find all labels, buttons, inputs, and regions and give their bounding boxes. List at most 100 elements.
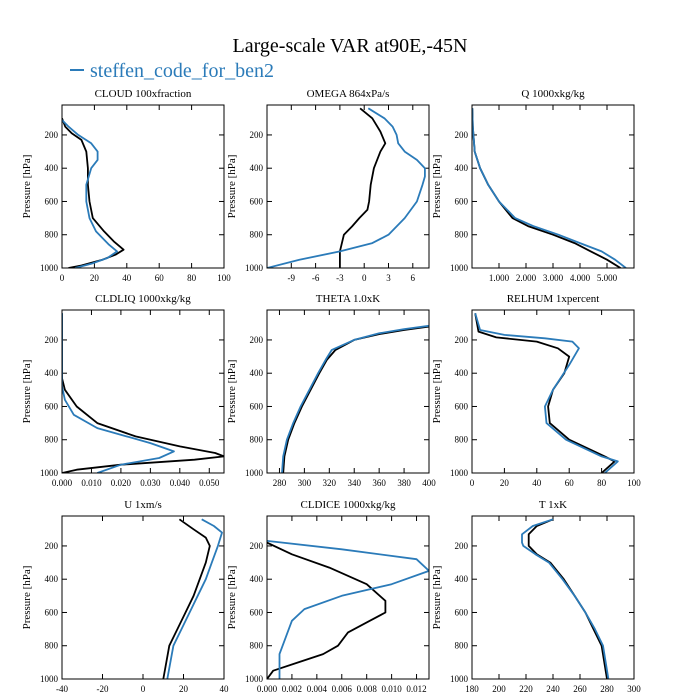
y-tick-label: 200 — [455, 541, 469, 551]
x-tick-label: 40 — [532, 478, 542, 488]
series-line-black — [474, 313, 616, 473]
x-tick-label: 6 — [411, 273, 416, 283]
series-line-blue — [474, 313, 619, 473]
y-axis-label: Pressure [hPa] — [431, 566, 443, 630]
x-tick-label: 0.020 — [111, 478, 132, 488]
x-tick-label: 0.000 — [257, 684, 278, 694]
y-tick-label: 600 — [455, 401, 469, 411]
x-tick-label: -9 — [288, 273, 296, 283]
y-tick-label: 200 — [250, 335, 264, 345]
x-tick-label: 1.000 — [489, 273, 510, 283]
x-tick-label: 0.010 — [81, 478, 102, 488]
chart-panel: THETA 1.0xK Pressure [hPa] 200 400 600 800 100… — [226, 293, 436, 488]
series-line-blue — [267, 540, 429, 679]
series-line-blue — [166, 518, 223, 679]
x-tick-label: 0 — [362, 273, 367, 283]
y-tick-label: 400 — [45, 574, 59, 584]
x-tick-label: 80 — [597, 478, 607, 488]
y-tick-label: 600 — [45, 401, 59, 411]
series-line-blue — [472, 108, 627, 268]
y-tick-label: 800 — [455, 641, 469, 651]
x-tick-label: 0.012 — [406, 684, 426, 694]
x-tick-label: 0.010 — [381, 684, 402, 694]
x-tick-label: 60 — [155, 273, 165, 283]
chart-panel: Q 1000xkg/kg Pressure [hPa] 200 400 600 800 10… — [431, 88, 635, 283]
y-axis-label: Pressure [hPa] — [226, 566, 238, 630]
x-tick-label: 0 — [141, 684, 146, 694]
series-line-black — [338, 107, 387, 268]
x-tick-label: 360 — [372, 478, 386, 488]
x-tick-label: -40 — [56, 684, 68, 694]
x-tick-label: 20 — [500, 478, 510, 488]
chart-panel: CLDLIQ 1000xkg/kg Pressure [hPa] 200 400 600… — [21, 293, 225, 488]
x-tick-label: 80 — [187, 273, 197, 283]
y-tick-label: 600 — [455, 607, 469, 617]
y-tick-label: 1000 — [450, 263, 469, 273]
series-line-black — [527, 518, 608, 679]
plot-frame — [61, 104, 225, 269]
y-axis-label: Pressure [hPa] — [21, 360, 33, 424]
x-tick-label: 60 — [565, 478, 575, 488]
y-tick-label: 800 — [45, 230, 59, 240]
panel-title: CLDICE 1000xkg/kg — [300, 499, 396, 511]
series-line-blue — [281, 324, 429, 473]
y-axis-label: Pressure [hPa] — [431, 360, 443, 424]
y-tick-label: 400 — [250, 163, 264, 173]
y-axis-label: Pressure [hPa] — [226, 360, 238, 424]
plot-frame — [471, 104, 635, 269]
series-line-blue — [267, 107, 426, 268]
series-line-black — [62, 313, 224, 473]
y-tick-label: 800 — [45, 641, 59, 651]
x-tick-label: 0.004 — [307, 684, 328, 694]
x-tick-label: 0.002 — [282, 684, 302, 694]
x-tick-label: 0 — [60, 273, 65, 283]
x-tick-label: 0 — [470, 478, 475, 488]
panel-title: RELHUM 1xpercent — [507, 293, 600, 305]
y-axis-label: Pressure [hPa] — [431, 155, 443, 219]
y-axis-label: Pressure [hPa] — [226, 155, 238, 219]
y-tick-label: 200 — [455, 130, 469, 140]
x-tick-label: 5.000 — [597, 273, 618, 283]
x-tick-label: 20 — [179, 684, 189, 694]
panel-title: CLOUD 100xfraction — [95, 88, 192, 100]
panel-title: CLDLIQ 1000xkg/kg — [95, 293, 191, 305]
y-tick-label: 800 — [250, 435, 264, 445]
y-tick-label: 200 — [45, 335, 59, 345]
y-tick-label: 400 — [455, 163, 469, 173]
x-tick-label: 0.006 — [332, 684, 353, 694]
legend-label: steffen_code_for_ben2 — [90, 60, 274, 82]
x-tick-label: 280 — [600, 684, 614, 694]
x-tick-label: 0.000 — [52, 478, 73, 488]
x-tick-label: 220 — [519, 684, 533, 694]
x-tick-label: 4.000 — [570, 273, 591, 283]
x-tick-label: -20 — [97, 684, 109, 694]
x-tick-label: 320 — [323, 478, 337, 488]
y-tick-label: 800 — [250, 641, 264, 651]
y-tick-label: 400 — [45, 368, 59, 378]
panel-title: THETA 1.0xK — [316, 293, 381, 305]
y-tick-label: 200 — [250, 541, 264, 551]
y-tick-label: 1000 — [40, 263, 59, 273]
x-tick-label: 0.030 — [140, 478, 161, 488]
x-tick-label: 40 — [220, 684, 230, 694]
y-tick-label: 400 — [455, 368, 469, 378]
y-tick-label: 1000 — [450, 674, 469, 684]
series-line-blue — [62, 119, 118, 268]
x-tick-label: 2.000 — [516, 273, 537, 283]
y-tick-label: 1000 — [245, 468, 264, 478]
plot-frame — [471, 309, 635, 474]
y-tick-label: 1000 — [245, 263, 264, 273]
y-axis-label: Pressure [hPa] — [21, 566, 33, 630]
y-tick-label: 800 — [455, 435, 469, 445]
series-line-blue — [521, 518, 610, 679]
y-tick-label: 1000 — [40, 674, 59, 684]
y-tick-label: 400 — [45, 163, 59, 173]
y-tick-label: 400 — [455, 574, 469, 584]
y-tick-label: 600 — [45, 607, 59, 617]
panel-title: OMEGA 864xPa/s — [307, 88, 390, 100]
series-line-black — [62, 117, 125, 268]
y-tick-label: 400 — [250, 368, 264, 378]
